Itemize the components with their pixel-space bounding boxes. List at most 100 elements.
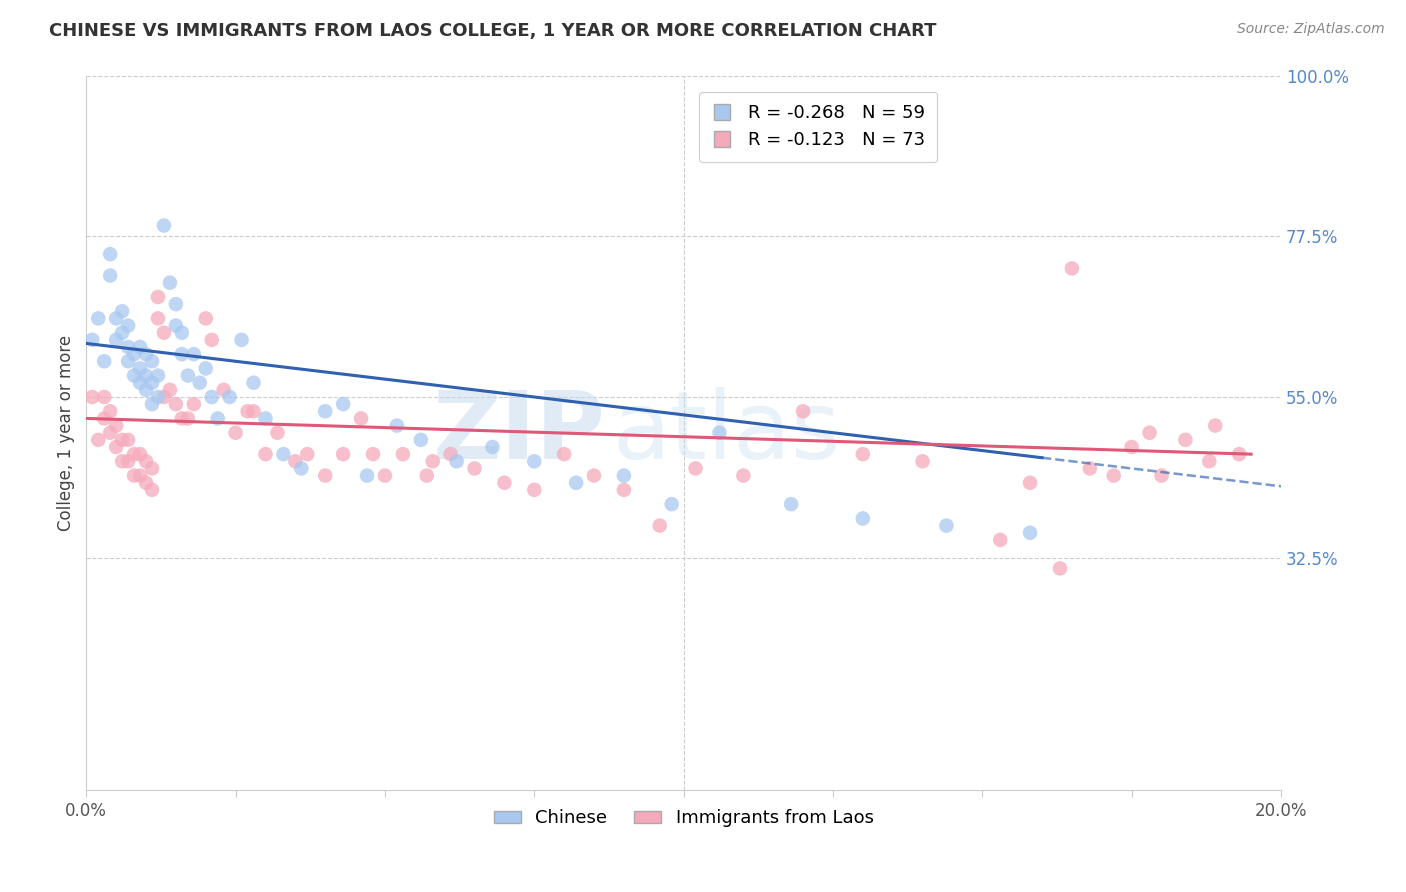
Point: [1049, 561, 1071, 575]
Point: [218, 390, 240, 404]
Point: [374, 468, 396, 483]
Point: [122, 468, 145, 483]
Point: [523, 454, 546, 468]
Point: [314, 468, 336, 483]
Point: [117, 454, 139, 468]
Text: atlas: atlas: [612, 387, 841, 479]
Point: [98, 247, 121, 261]
Point: [1102, 468, 1125, 483]
Point: [709, 425, 731, 440]
Point: [236, 404, 259, 418]
Point: [105, 418, 128, 433]
Point: [105, 311, 128, 326]
Point: [146, 290, 169, 304]
Point: [409, 433, 432, 447]
Point: [129, 376, 152, 390]
Point: [1204, 418, 1226, 433]
Point: [356, 468, 378, 483]
Point: [111, 326, 134, 340]
Point: [146, 390, 169, 404]
Point: [146, 311, 169, 326]
Point: [852, 447, 875, 461]
Point: [98, 425, 121, 440]
Point: [852, 511, 875, 525]
Point: [98, 268, 121, 283]
Point: [1121, 440, 1143, 454]
Point: [153, 390, 176, 404]
Point: [105, 333, 128, 347]
Point: [122, 347, 145, 361]
Point: [911, 454, 934, 468]
Point: [446, 454, 468, 468]
Point: [266, 425, 288, 440]
Point: [350, 411, 373, 425]
Point: [290, 461, 312, 475]
Point: [231, 333, 253, 347]
Point: [792, 404, 814, 418]
Point: [332, 447, 354, 461]
Point: [117, 318, 139, 333]
Point: [141, 354, 163, 368]
Point: [183, 397, 205, 411]
Point: [523, 483, 546, 497]
Point: [553, 447, 575, 461]
Point: [183, 347, 205, 361]
Point: [93, 411, 115, 425]
Point: [165, 297, 187, 311]
Point: [733, 468, 755, 483]
Point: [685, 461, 707, 475]
Point: [122, 368, 145, 383]
Point: [177, 411, 200, 425]
Text: ZIP: ZIP: [433, 387, 606, 479]
Point: [392, 447, 415, 461]
Point: [129, 340, 152, 354]
Point: [122, 447, 145, 461]
Point: [1019, 475, 1042, 490]
Point: [416, 468, 439, 483]
Point: [314, 404, 336, 418]
Point: [212, 383, 235, 397]
Point: [170, 347, 193, 361]
Point: [1174, 433, 1197, 447]
Point: [153, 219, 176, 233]
Legend: Chinese, Immigrants from Laos: Chinese, Immigrants from Laos: [486, 802, 882, 835]
Point: [177, 368, 200, 383]
Point: [242, 376, 264, 390]
Point: [93, 354, 115, 368]
Point: [422, 454, 444, 468]
Point: [242, 404, 264, 418]
Point: [780, 497, 803, 511]
Point: [194, 311, 217, 326]
Point: [1019, 525, 1042, 540]
Point: [273, 447, 295, 461]
Point: [82, 390, 104, 404]
Point: [1139, 425, 1161, 440]
Point: [105, 440, 128, 454]
Point: [1060, 261, 1083, 276]
Point: [135, 475, 157, 490]
Point: [440, 447, 463, 461]
Point: [165, 318, 187, 333]
Y-axis label: College, 1 year or more: College, 1 year or more: [58, 334, 75, 531]
Point: [170, 326, 193, 340]
Point: [361, 447, 384, 461]
Point: [165, 397, 187, 411]
Point: [935, 518, 957, 533]
Point: [135, 454, 157, 468]
Point: [565, 475, 588, 490]
Point: [613, 468, 636, 483]
Point: [153, 326, 176, 340]
Point: [201, 333, 224, 347]
Point: [87, 433, 110, 447]
Point: [135, 383, 157, 397]
Point: [1078, 461, 1101, 475]
Text: Source: ZipAtlas.com: Source: ZipAtlas.com: [1237, 22, 1385, 37]
Point: [207, 411, 229, 425]
Point: [988, 533, 1011, 547]
Point: [188, 376, 211, 390]
Point: [159, 383, 181, 397]
Point: [648, 518, 671, 533]
Point: [141, 397, 163, 411]
Point: [117, 340, 139, 354]
Point: [117, 433, 139, 447]
